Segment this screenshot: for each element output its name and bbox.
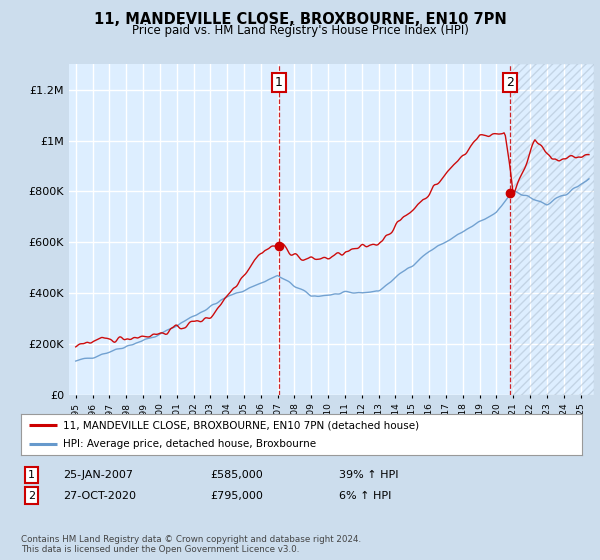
Text: HPI: Average price, detached house, Broxbourne: HPI: Average price, detached house, Brox… <box>63 439 316 449</box>
Text: 2: 2 <box>28 491 35 501</box>
Text: 11, MANDEVILLE CLOSE, BROXBOURNE, EN10 7PN: 11, MANDEVILLE CLOSE, BROXBOURNE, EN10 7… <box>94 12 506 27</box>
Text: £795,000: £795,000 <box>210 491 263 501</box>
Text: 1: 1 <box>275 76 283 89</box>
Text: 11, MANDEVILLE CLOSE, BROXBOURNE, EN10 7PN (detached house): 11, MANDEVILLE CLOSE, BROXBOURNE, EN10 7… <box>63 421 419 430</box>
Text: Price paid vs. HM Land Registry's House Price Index (HPI): Price paid vs. HM Land Registry's House … <box>131 24 469 37</box>
Text: 6% ↑ HPI: 6% ↑ HPI <box>339 491 391 501</box>
Text: 2: 2 <box>506 76 514 89</box>
Text: 25-JAN-2007: 25-JAN-2007 <box>63 470 133 480</box>
Text: 27-OCT-2020: 27-OCT-2020 <box>63 491 136 501</box>
Text: £585,000: £585,000 <box>210 470 263 480</box>
Text: 1: 1 <box>28 470 35 480</box>
Text: Contains HM Land Registry data © Crown copyright and database right 2024.
This d: Contains HM Land Registry data © Crown c… <box>21 535 361 554</box>
Text: 39% ↑ HPI: 39% ↑ HPI <box>339 470 398 480</box>
